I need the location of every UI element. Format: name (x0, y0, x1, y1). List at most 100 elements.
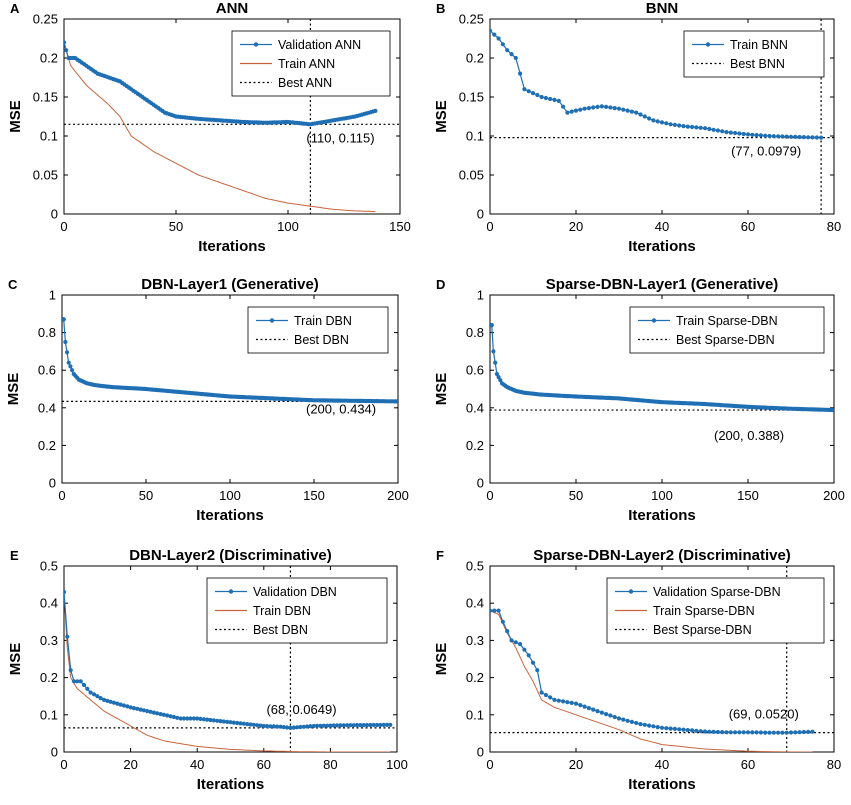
data-point (493, 360, 498, 365)
x-tick-label: 40 (190, 757, 204, 772)
data-point (530, 91, 536, 96)
y-tick-label: 0.8 (38, 325, 56, 340)
data-point (364, 723, 370, 728)
y-tick-label: 0.2 (40, 51, 58, 66)
data-point (741, 131, 746, 137)
data-point (647, 723, 652, 728)
x-tick-label: 200 (823, 488, 845, 503)
data-point (638, 722, 643, 727)
data-point (651, 724, 656, 729)
data-point (241, 721, 246, 726)
x-tick-label: 60 (741, 219, 755, 234)
data-point (131, 706, 136, 711)
x-tick-label: 0 (486, 219, 493, 234)
x-tick-label: 40 (655, 757, 669, 772)
data-point (672, 122, 678, 127)
data-point (321, 723, 326, 728)
data-point (361, 723, 366, 728)
data-point (573, 108, 579, 113)
data-point (647, 116, 652, 121)
y-tick-label: 0 (477, 745, 484, 760)
best-annotation: (68, 0.0649) (266, 702, 336, 717)
data-point (218, 719, 223, 724)
chart-panel-d: D Sparse-DBN-Layer1 (Generative) 0 50 100 150… (433, 276, 845, 524)
y-axis-label: MSE (433, 643, 450, 676)
chart-title: Sparse-DBN-Layer2 (Discriminative) (533, 547, 791, 564)
data-point (659, 725, 665, 730)
data-point (668, 726, 673, 731)
data-point (145, 709, 150, 714)
data-point (335, 723, 340, 728)
y-tick-label: 0 (477, 476, 484, 491)
data-point (543, 692, 549, 698)
data-point (694, 125, 699, 130)
x-tick-label: 50 (169, 219, 183, 234)
data-point (767, 730, 772, 735)
data-point (621, 717, 626, 722)
x-tick-label: 0 (58, 488, 65, 503)
panel-label: B (436, 1, 445, 16)
data-point (591, 707, 596, 712)
x-tick-label: 20 (123, 757, 137, 772)
y-tick-label: 0.1 (40, 707, 58, 722)
data-point (191, 716, 196, 721)
data-point (758, 133, 764, 138)
data-point (595, 104, 600, 109)
data-point (685, 728, 690, 733)
chart-title: Sparse-DBN-Layer1 (Generative) (546, 276, 779, 293)
data-point (784, 134, 789, 139)
data-point (599, 104, 604, 109)
best-annotation: (200, 0.434) (306, 401, 376, 416)
data-point (225, 719, 230, 725)
data-point (522, 647, 527, 652)
data-point (491, 349, 496, 354)
data-point (621, 107, 626, 112)
data-point (642, 722, 647, 727)
data-point (105, 698, 110, 704)
x-axis-label: Iterations (197, 776, 265, 793)
x-axis-label: Iterations (628, 776, 696, 793)
data-point (711, 127, 716, 132)
data-point (311, 723, 316, 729)
data-point (201, 717, 206, 722)
data-point (724, 130, 729, 135)
legend-label: Train BNN (730, 38, 788, 52)
data-point (509, 52, 514, 57)
data-point (711, 729, 716, 734)
data-point (561, 699, 566, 704)
legend-swatch-marker (705, 42, 711, 47)
plot-area (490, 566, 834, 752)
data-point (578, 107, 583, 112)
data-point (271, 724, 276, 729)
y-tick-label: 0.5 (40, 559, 58, 574)
legend-swatch-marker (228, 589, 234, 594)
x-tick-label: 100 (386, 757, 408, 772)
data-point (496, 375, 501, 380)
x-tick-label: 80 (827, 757, 841, 772)
y-tick-label: 0.05 (33, 168, 58, 183)
y-tick-label: 0 (49, 476, 56, 491)
data-point (565, 700, 570, 705)
y-tick-label: 0.2 (466, 51, 484, 66)
data-point (509, 638, 514, 643)
chart-panel-b: B BNN 0 20 40 60 80 0 0.05 0.1 0.15 0.2 0.25 Iteratio… (433, 0, 841, 255)
legend: Train BNN Best BNN (683, 30, 825, 78)
data-point (281, 725, 286, 730)
data-point (121, 703, 126, 708)
y-tick-label: 0.2 (38, 438, 56, 453)
data-point (595, 709, 600, 714)
data-point (548, 695, 553, 700)
data-point (655, 725, 660, 730)
data-point (235, 720, 240, 726)
y-tick-label: 0.6 (466, 363, 484, 378)
data-point (295, 725, 300, 730)
best-annotation: (200, 0.388) (714, 428, 784, 443)
data-point (797, 134, 802, 140)
data-point (91, 692, 97, 697)
data-point (205, 717, 210, 722)
y-axis-label: MSE (433, 373, 450, 406)
data-point (776, 730, 781, 735)
data-point (715, 128, 721, 133)
data-point (715, 729, 721, 735)
data-point (208, 717, 213, 723)
